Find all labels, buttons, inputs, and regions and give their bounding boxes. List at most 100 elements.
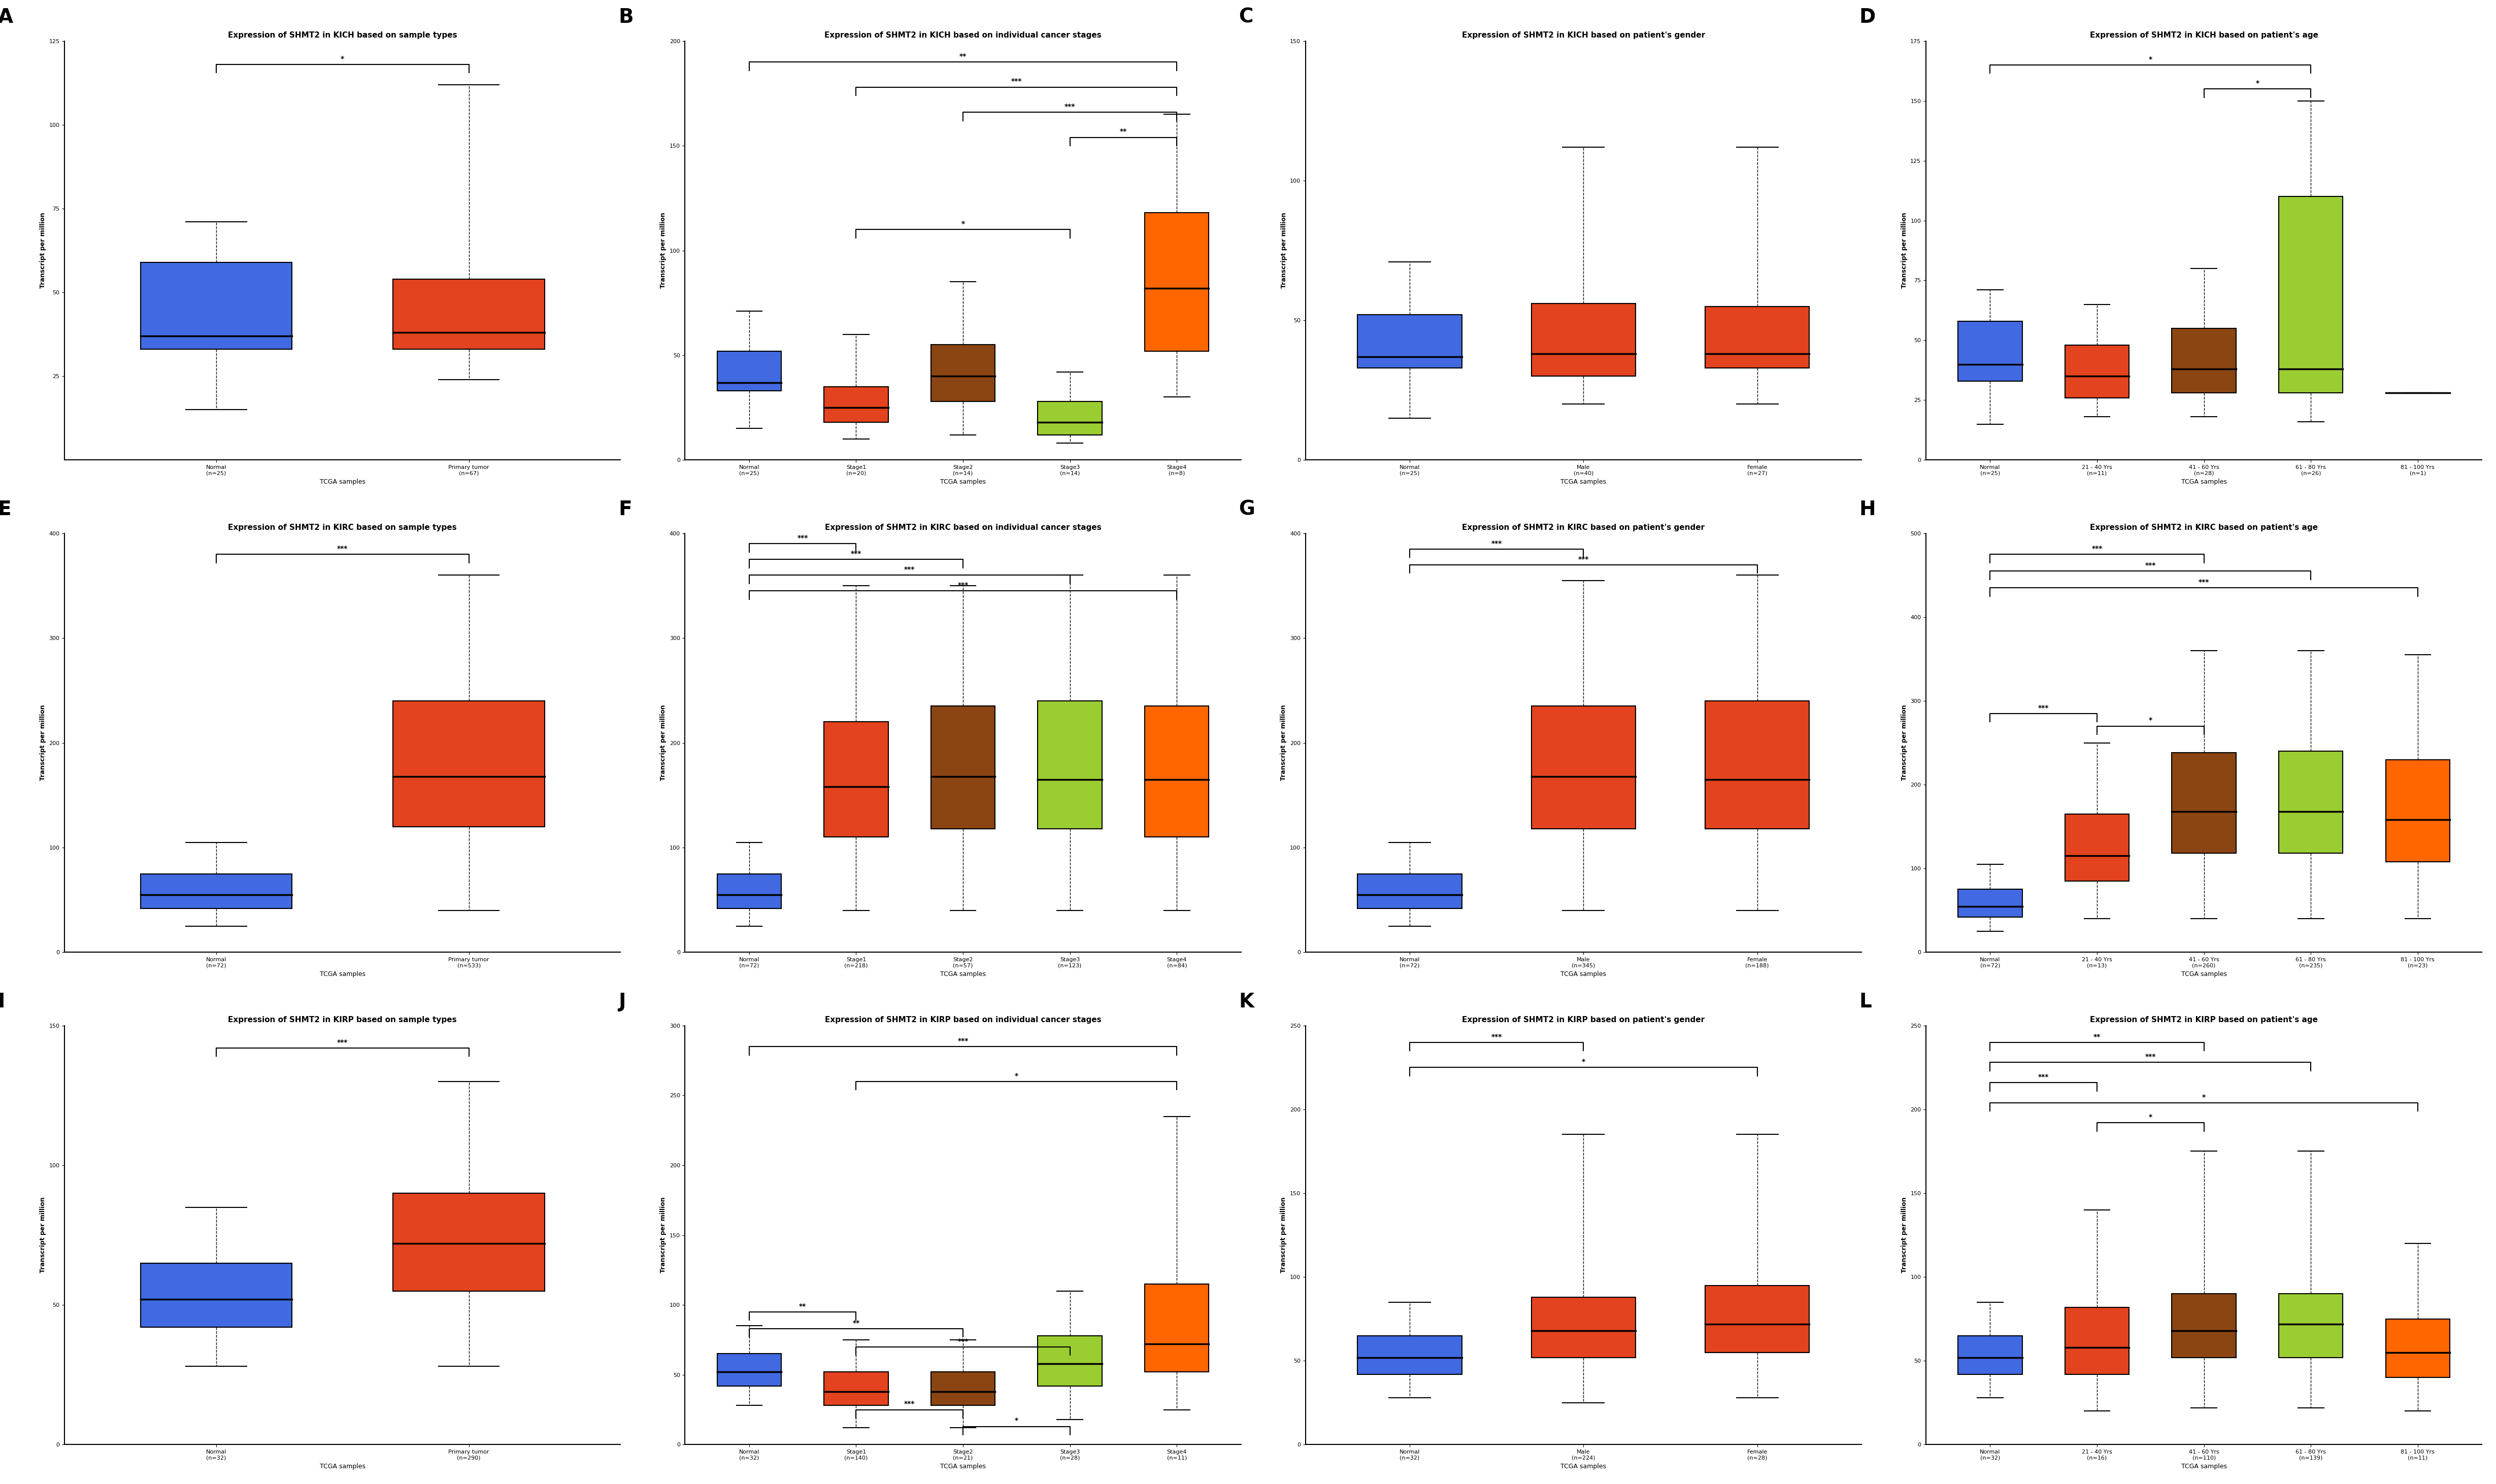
Text: G: G <box>1238 500 1255 519</box>
FancyBboxPatch shape <box>2279 1294 2344 1358</box>
Text: ***: *** <box>1490 1033 1503 1040</box>
Title: Expression of SHMT2 in KIRC based on individual cancer stages: Expression of SHMT2 in KIRC based on ind… <box>824 524 1101 531</box>
Text: **: ** <box>854 1319 859 1327</box>
FancyBboxPatch shape <box>931 344 996 401</box>
Text: *: * <box>2149 56 2152 62</box>
Text: ***: *** <box>958 1037 968 1045</box>
Text: A: A <box>0 7 12 27</box>
Text: *: * <box>1016 1073 1018 1079</box>
FancyBboxPatch shape <box>1146 706 1208 837</box>
X-axis label: TCGA samples: TCGA samples <box>319 1463 364 1471</box>
Text: *: * <box>961 220 966 227</box>
FancyBboxPatch shape <box>1705 306 1810 368</box>
Text: *: * <box>1016 1417 1018 1425</box>
FancyBboxPatch shape <box>2172 328 2236 393</box>
X-axis label: TCGA samples: TCGA samples <box>1560 1463 1607 1471</box>
Y-axis label: Transcript per million: Transcript per million <box>659 212 666 288</box>
Text: ***: *** <box>958 1337 968 1345</box>
FancyBboxPatch shape <box>824 387 889 423</box>
FancyBboxPatch shape <box>1038 700 1101 828</box>
FancyBboxPatch shape <box>1533 706 1635 828</box>
Text: *: * <box>342 55 344 62</box>
Text: ***: *** <box>2199 579 2209 586</box>
X-axis label: TCGA samples: TCGA samples <box>319 479 364 485</box>
FancyBboxPatch shape <box>2064 815 2129 881</box>
FancyBboxPatch shape <box>2064 1307 2129 1374</box>
Text: *: * <box>2201 1094 2206 1101</box>
Title: Expression of SHMT2 in KIRP based on individual cancer stages: Expression of SHMT2 in KIRP based on ind… <box>824 1017 1101 1024</box>
Text: ***: *** <box>1490 540 1503 548</box>
X-axis label: TCGA samples: TCGA samples <box>941 479 986 485</box>
Y-axis label: Transcript per million: Transcript per million <box>1902 705 1907 781</box>
FancyBboxPatch shape <box>1358 315 1463 368</box>
Text: ***: *** <box>2039 1073 2049 1080</box>
Text: H: H <box>1860 500 1877 519</box>
FancyBboxPatch shape <box>140 263 292 349</box>
FancyBboxPatch shape <box>2064 346 2129 398</box>
Text: **: ** <box>1121 128 1128 135</box>
FancyBboxPatch shape <box>931 706 996 828</box>
Text: K: K <box>1238 993 1253 1012</box>
Text: ***: *** <box>796 534 809 542</box>
Text: **: ** <box>799 1303 806 1310</box>
FancyBboxPatch shape <box>392 279 544 349</box>
Text: ***: *** <box>2039 705 2049 711</box>
Title: Expression of SHMT2 in KIRP based on patient's gender: Expression of SHMT2 in KIRP based on pat… <box>1463 1017 1705 1024</box>
Text: ***: *** <box>337 545 347 552</box>
Text: *: * <box>1582 1058 1585 1066</box>
FancyBboxPatch shape <box>716 352 781 390</box>
FancyBboxPatch shape <box>1358 1336 1463 1374</box>
FancyBboxPatch shape <box>1957 1336 2022 1374</box>
FancyBboxPatch shape <box>1146 212 1208 352</box>
FancyBboxPatch shape <box>931 1373 996 1405</box>
Text: ***: *** <box>2144 1054 2157 1061</box>
Title: Expression of SHMT2 in KICH based on sample types: Expression of SHMT2 in KICH based on sam… <box>227 31 457 39</box>
Text: ***: *** <box>1063 102 1076 110</box>
Text: ***: *** <box>958 582 968 589</box>
Text: D: D <box>1860 7 1874 27</box>
Text: ***: *** <box>904 565 916 573</box>
FancyBboxPatch shape <box>2386 760 2451 862</box>
Text: **: ** <box>2094 1033 2102 1040</box>
X-axis label: TCGA samples: TCGA samples <box>1560 971 1607 978</box>
Y-axis label: Transcript per million: Transcript per million <box>40 212 45 288</box>
X-axis label: TCGA samples: TCGA samples <box>2182 1463 2226 1471</box>
FancyBboxPatch shape <box>1957 889 2022 917</box>
Text: ***: *** <box>2092 545 2102 552</box>
Y-axis label: Transcript per million: Transcript per million <box>1902 1198 1907 1273</box>
FancyBboxPatch shape <box>2172 1294 2236 1358</box>
FancyBboxPatch shape <box>140 874 292 908</box>
Title: Expression of SHMT2 in KIRC based on patient's age: Expression of SHMT2 in KIRC based on pat… <box>2089 524 2319 531</box>
Y-axis label: Transcript per million: Transcript per million <box>1902 212 1907 288</box>
FancyBboxPatch shape <box>2386 1319 2451 1377</box>
X-axis label: TCGA samples: TCGA samples <box>1560 479 1607 485</box>
FancyBboxPatch shape <box>2279 196 2344 393</box>
Title: Expression of SHMT2 in KIRP based on sample types: Expression of SHMT2 in KIRP based on sam… <box>227 1017 457 1024</box>
FancyBboxPatch shape <box>716 874 781 908</box>
FancyBboxPatch shape <box>824 1373 889 1405</box>
X-axis label: TCGA samples: TCGA samples <box>2182 971 2226 978</box>
Text: ***: *** <box>1011 77 1021 85</box>
FancyBboxPatch shape <box>1705 1285 1810 1352</box>
Title: Expression of SHMT2 in KIRC based on patient's gender: Expression of SHMT2 in KIRC based on pat… <box>1463 524 1705 531</box>
Title: Expression of SHMT2 in KIRC based on sample types: Expression of SHMT2 in KIRC based on sam… <box>227 524 457 531</box>
Title: Expression of SHMT2 in KIRP based on patient's age: Expression of SHMT2 in KIRP based on pat… <box>2089 1017 2319 1024</box>
FancyBboxPatch shape <box>1038 401 1101 435</box>
Title: Expression of SHMT2 in KICH based on individual cancer stages: Expression of SHMT2 in KICH based on ind… <box>824 31 1101 39</box>
FancyBboxPatch shape <box>1705 700 1810 828</box>
FancyBboxPatch shape <box>140 1263 292 1327</box>
Y-axis label: Transcript per million: Transcript per million <box>40 705 45 781</box>
Title: Expression of SHMT2 in KICH based on patient's gender: Expression of SHMT2 in KICH based on pat… <box>1463 31 1705 39</box>
X-axis label: TCGA samples: TCGA samples <box>941 1463 986 1471</box>
FancyBboxPatch shape <box>1533 304 1635 375</box>
FancyBboxPatch shape <box>1957 321 2022 381</box>
Text: C: C <box>1238 7 1253 27</box>
Text: I: I <box>0 993 5 1012</box>
FancyBboxPatch shape <box>1533 1297 1635 1358</box>
Text: *: * <box>2149 1113 2152 1120</box>
Y-axis label: Transcript per million: Transcript per million <box>659 1198 666 1273</box>
Text: F: F <box>619 500 631 519</box>
Text: **: ** <box>958 53 966 59</box>
Y-axis label: Transcript per million: Transcript per million <box>1280 1198 1288 1273</box>
Text: ***: *** <box>1577 555 1590 562</box>
